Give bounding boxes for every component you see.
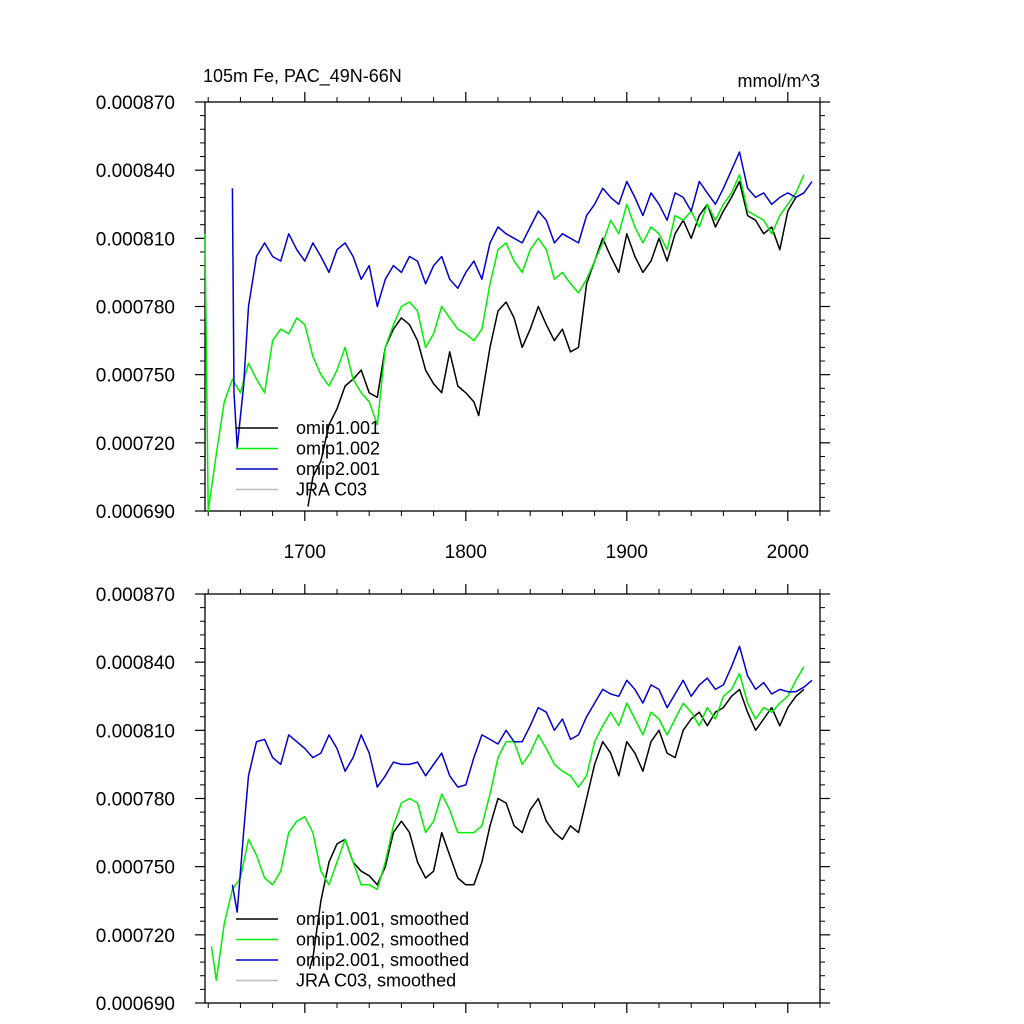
- legend-label: JRA C03, smoothed: [296, 971, 456, 991]
- x-tick-label: 2000: [767, 542, 809, 563]
- series-group: [210, 645, 813, 982]
- y-tick-label: 0.000810: [96, 721, 175, 742]
- legend-label: omip1.001, smoothed: [296, 909, 469, 929]
- series-line-omip2-001-smoothed: [231, 645, 813, 913]
- top-panel: 105m Fe, PAC_49N-66N mmol/m^3 0.0006900.…: [96, 66, 830, 563]
- x-tick-label: 1700: [284, 542, 326, 563]
- x-tick-label: 1800: [445, 542, 487, 563]
- legend-label: JRA C03: [296, 480, 367, 500]
- series-line-omip1-001-smoothed: [308, 688, 805, 970]
- x-axis-labels: 1700 1800 1900 2000: [284, 542, 809, 563]
- legend-label: omip2.001, smoothed: [296, 950, 469, 970]
- y-axis-labels: 0.000690 0.000720 0.000750 0.000780 0.000810…: [96, 93, 175, 523]
- series-line-omip2-001: [231, 151, 813, 449]
- y-tick-label: 0.000720: [96, 434, 175, 455]
- y-tick-label: 0.000870: [96, 93, 175, 114]
- legend-label: omip2.001: [296, 459, 380, 479]
- series-line-omip1-001: [307, 180, 805, 507]
- y-tick-label: 0.000840: [96, 161, 175, 182]
- series-line-omip1-002-smoothed: [210, 666, 805, 982]
- y-tick-label: 0.000690: [96, 994, 175, 1015]
- y-tick-label: 0.000870: [96, 585, 175, 606]
- legend-label: omip1.002: [296, 439, 380, 459]
- x-tick-label: 1900: [606, 542, 648, 563]
- y-tick-label: 0.000810: [96, 229, 175, 250]
- series-line-omip1-002: [204, 173, 805, 512]
- y-tick-label: 0.000750: [96, 366, 175, 387]
- y-tick-label: 0.000750: [96, 858, 175, 879]
- y-tick-label: 0.000840: [96, 653, 175, 674]
- y-tick-label: 0.000780: [96, 790, 175, 811]
- chart-title: 105m Fe, PAC_49N-66N: [203, 66, 402, 87]
- legend-label: omip1.002, smoothed: [296, 930, 469, 950]
- series-group: [204, 151, 813, 512]
- y-tick-label: 0.000690: [96, 502, 175, 523]
- y-tick-label: 0.000780: [96, 298, 175, 319]
- y-axis-labels: 0.000690 0.000720 0.000750 0.000780 0.000810…: [96, 585, 175, 1015]
- units-label: mmol/m^3: [738, 71, 820, 91]
- axis-ticks: [195, 92, 830, 521]
- y-tick-label: 0.000720: [96, 926, 175, 947]
- bottom-panel: 0.000690 0.000720 0.000750 0.000780 0.000810…: [96, 584, 830, 1015]
- axis-ticks: [195, 584, 830, 1013]
- legend-label: omip1.001: [296, 418, 380, 438]
